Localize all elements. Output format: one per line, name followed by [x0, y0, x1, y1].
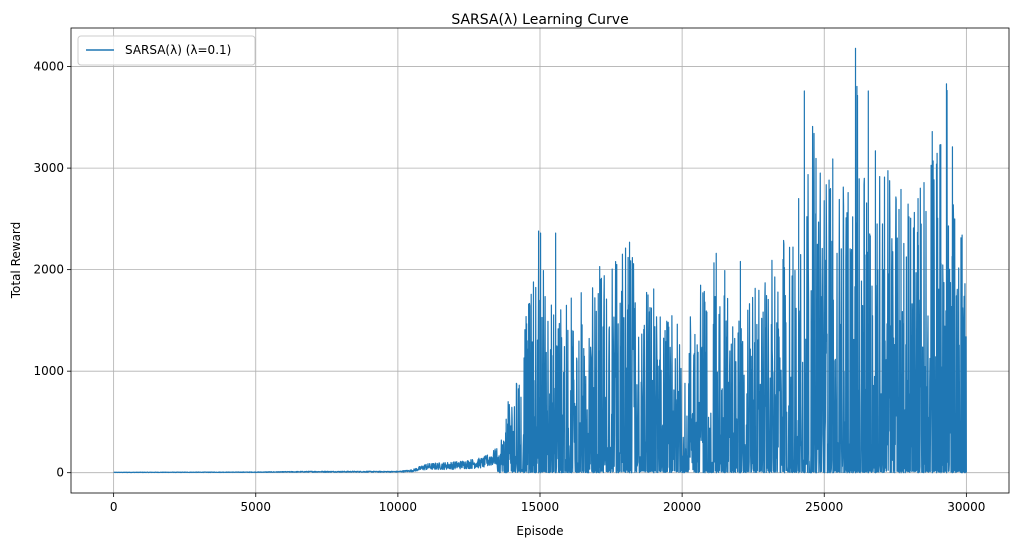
legend-label: SARSA(λ) (λ=0.1) — [125, 43, 231, 57]
legend-box — [77, 35, 256, 66]
x-axis: 0 5000 10000 15000 20000 25000 30000 — [110, 493, 985, 514]
x-tick-label: 10000 — [379, 500, 417, 514]
y-tick-label: 2000 — [33, 263, 64, 277]
x-tick-label: 25000 — [805, 500, 843, 514]
y-axis: 0 1000 2000 3000 4000 — [33, 60, 71, 480]
x-axis-label: Episode — [516, 524, 563, 538]
x-tick-label: 20000 — [663, 500, 701, 514]
x-tick-label: 15000 — [521, 500, 559, 514]
x-tick-label: 5000 — [240, 500, 271, 514]
y-tick-label: 0 — [56, 466, 64, 480]
y-tick-label: 1000 — [33, 364, 64, 378]
y-tick-label: 3000 — [33, 161, 64, 175]
legend: SARSA(λ) (λ=0.1) — [77, 35, 256, 66]
chart-title: SARSA(λ) Learning Curve — [451, 12, 628, 28]
data-series — [113, 47, 967, 474]
y-tick-label: 4000 — [33, 60, 64, 74]
x-tick-label: 0 — [110, 500, 118, 514]
y-axis-label: Total Reward — [9, 222, 23, 300]
x-tick-label: 30000 — [947, 500, 985, 514]
series-line — [113, 47, 967, 474]
